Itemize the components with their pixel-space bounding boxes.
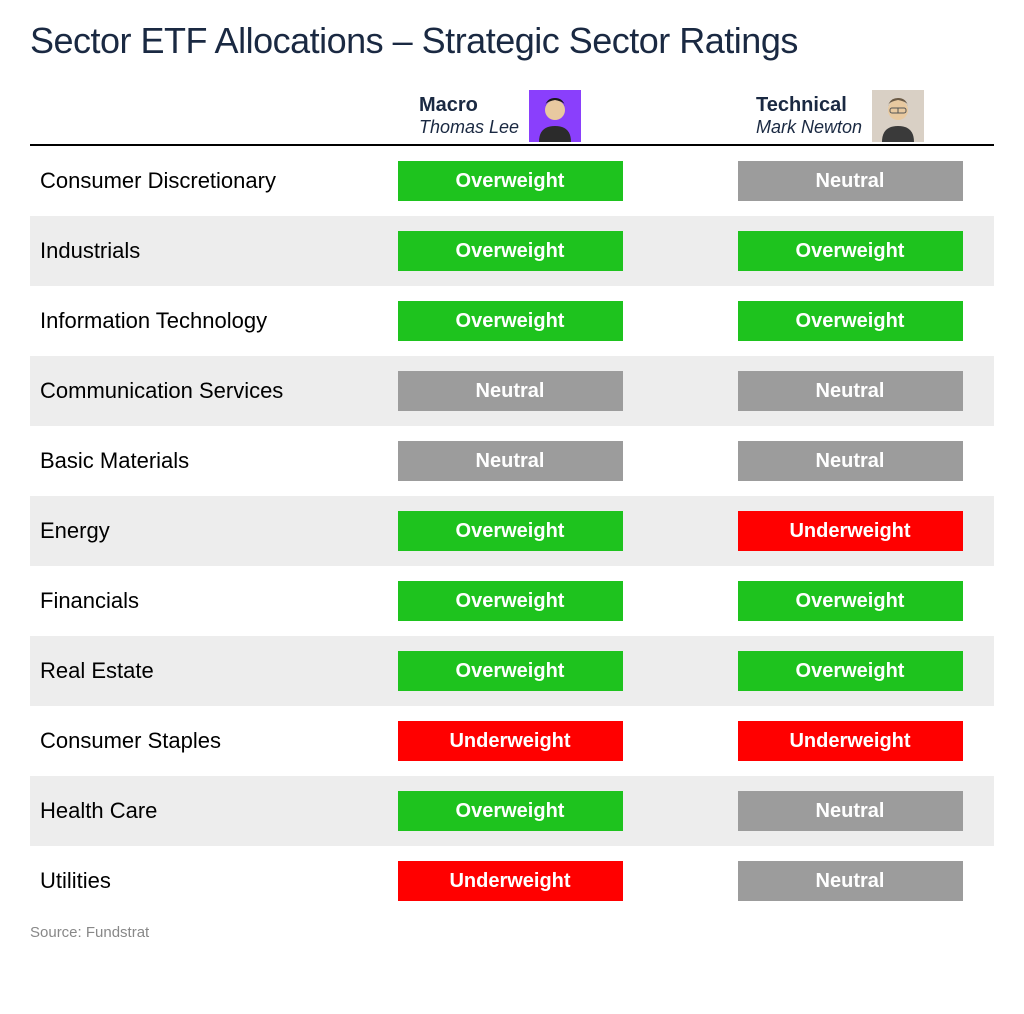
rating-badge: Neutral (738, 791, 963, 831)
table-row: Real Estate Overweight Overweight (30, 636, 994, 706)
sector-name: Consumer Discretionary (40, 168, 380, 194)
table-row: Utilities Underweight Neutral (30, 846, 994, 916)
analyst-label: Macro (419, 93, 519, 117)
rating-badge: Overweight (398, 231, 623, 271)
rating-badge: Overweight (398, 791, 623, 831)
sector-name: Basic Materials (40, 448, 380, 474)
analyst-header-macro: Macro Thomas Lee (370, 90, 630, 142)
table-row: Industrials Overweight Overweight (30, 216, 994, 286)
rating-badge: Overweight (738, 581, 963, 621)
rating-badge: Neutral (738, 861, 963, 901)
avatar-icon (872, 90, 924, 142)
table-row: Communication Services Neutral Neutral (30, 356, 994, 426)
rating-badge: Neutral (738, 371, 963, 411)
analyst-header-technical: Technical Mark Newton (710, 90, 970, 142)
rating-badge: Overweight (398, 301, 623, 341)
rating-badge: Overweight (738, 301, 963, 341)
sector-name: Industrials (40, 238, 380, 264)
analyst-label: Technical (756, 93, 862, 117)
sector-name: Real Estate (40, 658, 380, 684)
rating-badge: Underweight (398, 721, 623, 761)
rating-badge: Underweight (738, 511, 963, 551)
sector-name: Financials (40, 588, 380, 614)
sector-name: Information Technology (40, 308, 380, 334)
rating-badge: Overweight (398, 161, 623, 201)
table-row: Health Care Overweight Neutral (30, 776, 994, 846)
avatar-icon (529, 90, 581, 142)
analyst-name: Thomas Lee (419, 117, 519, 139)
rating-badge: Underweight (738, 721, 963, 761)
table-row: Information Technology Overweight Overweig… (30, 286, 994, 356)
ratings-table-body: Consumer Discretionary Overweight Neutral I… (30, 146, 994, 916)
table-row: Energy Overweight Underweight (30, 496, 994, 566)
rating-badge: Overweight (398, 581, 623, 621)
table-header-row: Macro Thomas Lee Technical Mark Newton (30, 90, 994, 146)
rating-badge: Neutral (738, 161, 963, 201)
sector-name: Energy (40, 518, 380, 544)
table-row: Consumer Staples Underweight Underweight (30, 706, 994, 776)
rating-badge: Overweight (398, 511, 623, 551)
rating-badge: Overweight (398, 651, 623, 691)
rating-badge: Underweight (398, 861, 623, 901)
table-row: Financials Overweight Overweight (30, 566, 994, 636)
rating-badge: Neutral (398, 371, 623, 411)
rating-badge: Overweight (738, 231, 963, 271)
table-row: Consumer Discretionary Overweight Neutral (30, 146, 994, 216)
rating-badge: Overweight (738, 651, 963, 691)
sector-name: Utilities (40, 868, 380, 894)
source-attribution: Source: Fundstrat (30, 924, 994, 941)
sector-name: Health Care (40, 798, 380, 824)
analyst-name: Mark Newton (756, 117, 862, 139)
sector-name: Consumer Staples (40, 728, 380, 754)
page-title: Sector ETF Allocations – Strategic Secto… (30, 20, 994, 62)
rating-badge: Neutral (738, 441, 963, 481)
rating-badge: Neutral (398, 441, 623, 481)
table-row: Basic Materials Neutral Neutral (30, 426, 994, 496)
sector-name: Communication Services (40, 378, 380, 404)
